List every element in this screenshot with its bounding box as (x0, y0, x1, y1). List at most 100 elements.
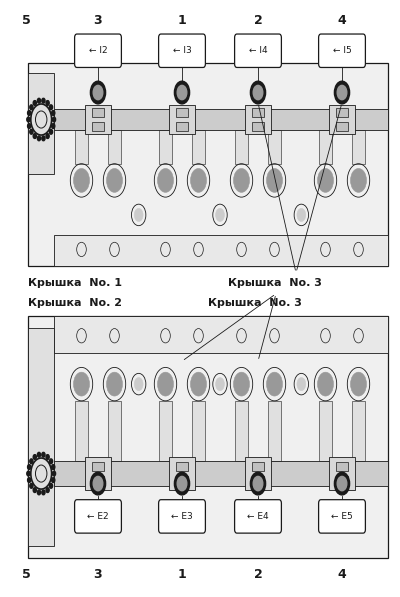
Circle shape (250, 472, 266, 495)
FancyBboxPatch shape (234, 34, 281, 67)
Circle shape (318, 372, 334, 396)
Bar (336, 107, 348, 117)
Text: Крышка  No. 3: Крышка No. 3 (208, 298, 302, 309)
Text: Крышка  No. 3: Крышка No. 3 (228, 278, 322, 288)
Text: ← E2: ← E2 (87, 512, 109, 521)
FancyBboxPatch shape (158, 500, 206, 533)
Bar (159, 130, 172, 164)
Circle shape (52, 110, 55, 115)
FancyBboxPatch shape (74, 500, 122, 533)
Text: ← I2: ← I2 (89, 46, 107, 56)
Circle shape (234, 168, 250, 192)
Bar (176, 107, 188, 117)
Bar (252, 476, 264, 485)
Circle shape (37, 453, 40, 457)
Circle shape (74, 168, 90, 192)
Bar (75, 401, 88, 461)
Circle shape (28, 464, 31, 469)
Bar (336, 461, 348, 471)
Bar (336, 122, 348, 131)
Circle shape (106, 372, 122, 396)
Circle shape (93, 85, 103, 100)
Bar (169, 104, 195, 134)
Bar (169, 457, 195, 491)
Bar (92, 461, 104, 471)
Circle shape (74, 372, 90, 396)
Bar (85, 457, 111, 491)
Bar (252, 122, 264, 131)
Circle shape (42, 99, 45, 103)
Bar (54, 461, 388, 486)
Circle shape (52, 478, 55, 482)
Bar (235, 401, 248, 461)
FancyBboxPatch shape (234, 500, 281, 533)
FancyBboxPatch shape (74, 34, 122, 67)
Bar (192, 130, 205, 164)
Bar (75, 130, 88, 164)
Circle shape (158, 168, 174, 192)
Bar (92, 476, 104, 485)
Circle shape (350, 372, 366, 396)
Circle shape (334, 81, 350, 104)
Bar (336, 476, 348, 485)
Circle shape (42, 453, 45, 457)
Circle shape (30, 484, 33, 488)
Circle shape (177, 85, 187, 100)
Circle shape (28, 478, 31, 482)
Bar (28, 328, 54, 546)
FancyBboxPatch shape (319, 34, 366, 67)
Text: 2: 2 (254, 14, 262, 27)
Circle shape (30, 105, 33, 110)
Circle shape (190, 372, 206, 396)
Circle shape (46, 455, 49, 460)
Bar (28, 63, 388, 266)
Circle shape (250, 81, 266, 104)
Bar (108, 130, 121, 164)
Circle shape (90, 472, 106, 495)
Circle shape (28, 124, 31, 128)
Circle shape (37, 136, 40, 141)
Bar (329, 457, 355, 491)
Bar (54, 109, 388, 130)
Circle shape (190, 168, 206, 192)
Circle shape (37, 99, 40, 103)
Text: 1: 1 (178, 568, 186, 581)
Circle shape (33, 455, 36, 460)
Circle shape (33, 100, 36, 105)
Text: 3: 3 (94, 568, 102, 581)
Text: ← E4: ← E4 (247, 512, 269, 521)
Bar (176, 476, 188, 485)
Bar (159, 401, 172, 461)
Circle shape (33, 488, 36, 493)
Circle shape (334, 472, 350, 495)
Bar (92, 107, 104, 117)
Text: 1: 1 (178, 14, 186, 27)
FancyBboxPatch shape (319, 500, 366, 533)
Circle shape (30, 130, 33, 134)
Circle shape (174, 81, 190, 104)
Circle shape (52, 124, 55, 128)
Bar (176, 122, 188, 131)
Circle shape (46, 134, 49, 139)
Bar (319, 130, 332, 164)
Circle shape (266, 168, 282, 192)
Circle shape (90, 81, 106, 104)
Text: 5: 5 (22, 568, 30, 581)
Circle shape (37, 490, 40, 495)
Circle shape (134, 377, 143, 390)
Bar (28, 316, 388, 558)
Text: 2: 2 (254, 568, 262, 581)
Bar (252, 461, 264, 471)
Circle shape (46, 100, 49, 105)
Text: ← E5: ← E5 (331, 512, 353, 521)
Bar (176, 461, 188, 471)
Circle shape (158, 372, 174, 396)
Text: 4: 4 (338, 568, 346, 581)
Circle shape (174, 472, 190, 495)
Circle shape (42, 490, 45, 495)
Bar (28, 73, 54, 174)
Circle shape (337, 476, 347, 491)
FancyBboxPatch shape (158, 34, 206, 67)
Text: Крышка  No. 1: Крышка No. 1 (28, 278, 122, 288)
Circle shape (28, 110, 31, 115)
